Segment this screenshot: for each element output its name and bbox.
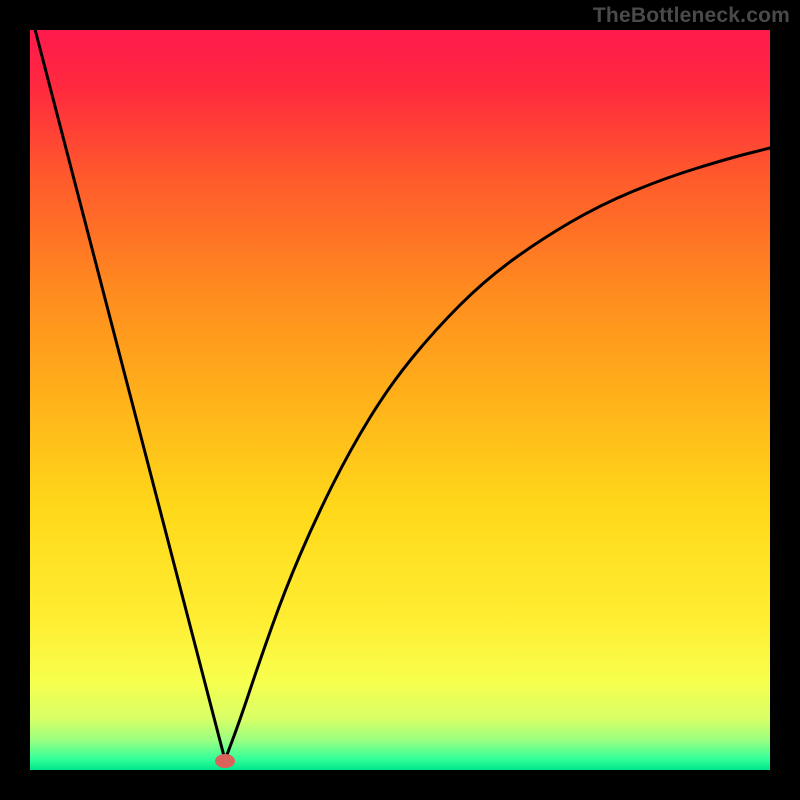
vertex-marker — [215, 754, 235, 768]
plot-area — [30, 30, 770, 770]
watermark-text: TheBottleneck.com — [593, 4, 790, 28]
bottleneck-curve — [30, 30, 770, 760]
chart-frame: TheBottleneck.com — [0, 0, 800, 800]
curve-layer — [30, 30, 770, 770]
